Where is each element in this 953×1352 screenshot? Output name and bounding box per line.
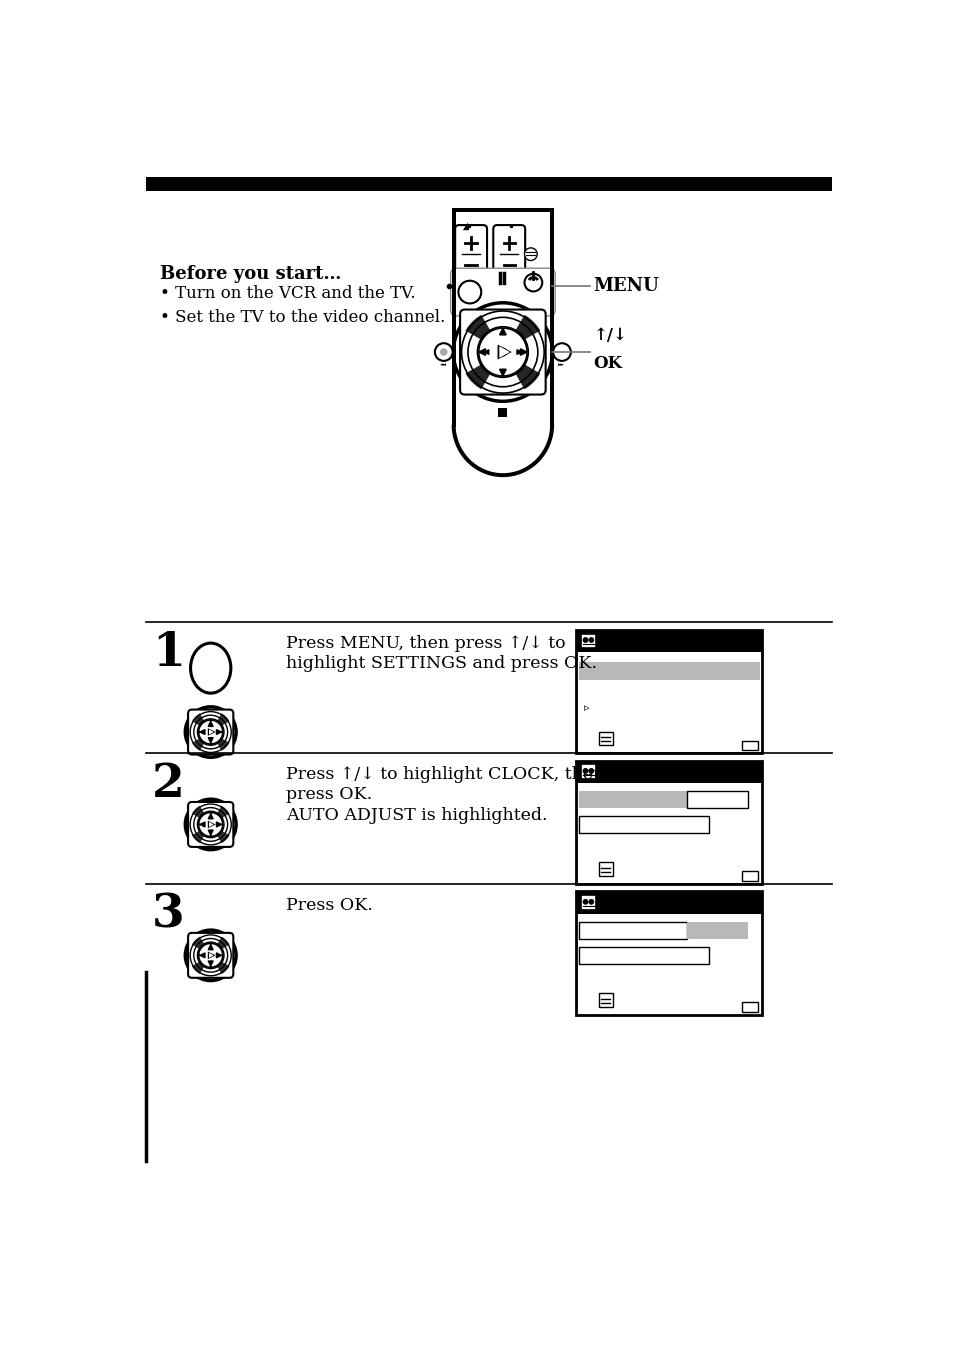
Circle shape xyxy=(582,768,587,773)
Polygon shape xyxy=(216,738,230,750)
Circle shape xyxy=(453,303,552,402)
Circle shape xyxy=(198,721,223,744)
Polygon shape xyxy=(209,953,213,959)
Polygon shape xyxy=(192,714,205,726)
Bar xyxy=(578,817,708,833)
Circle shape xyxy=(524,247,537,261)
Bar xyxy=(576,761,761,783)
Polygon shape xyxy=(497,345,511,360)
Polygon shape xyxy=(216,830,230,844)
Polygon shape xyxy=(208,821,215,829)
FancyBboxPatch shape xyxy=(450,268,555,316)
Bar xyxy=(741,872,757,880)
Polygon shape xyxy=(216,937,230,949)
Circle shape xyxy=(478,329,526,376)
FancyBboxPatch shape xyxy=(188,802,233,846)
Bar xyxy=(598,731,612,745)
Bar xyxy=(578,791,686,808)
Bar xyxy=(580,764,595,779)
Text: highlight SETTINGS and press OK.: highlight SETTINGS and press OK. xyxy=(286,654,597,672)
Text: press OK.: press OK. xyxy=(286,786,372,803)
Circle shape xyxy=(185,799,235,849)
Bar xyxy=(598,994,612,1007)
Circle shape xyxy=(498,349,506,356)
Text: 3: 3 xyxy=(152,891,184,937)
Polygon shape xyxy=(216,961,230,973)
Text: ►►: ►► xyxy=(558,362,565,368)
Circle shape xyxy=(582,638,587,642)
Polygon shape xyxy=(209,729,213,734)
Polygon shape xyxy=(465,315,490,341)
FancyBboxPatch shape xyxy=(459,310,545,395)
Circle shape xyxy=(553,343,570,361)
Polygon shape xyxy=(192,738,205,750)
Text: OK: OK xyxy=(593,354,621,372)
Polygon shape xyxy=(498,346,510,358)
Bar xyxy=(578,662,760,680)
Text: • Set the TV to the video channel.: • Set the TV to the video channel. xyxy=(159,308,444,326)
Polygon shape xyxy=(216,806,230,818)
Polygon shape xyxy=(515,315,539,341)
FancyBboxPatch shape xyxy=(188,710,233,754)
Polygon shape xyxy=(209,822,213,827)
Text: 1: 1 xyxy=(152,630,185,676)
Bar xyxy=(576,630,761,652)
Polygon shape xyxy=(515,364,539,389)
Circle shape xyxy=(588,768,593,773)
Text: AUTO ADJUST is highlighted.: AUTO ADJUST is highlighted. xyxy=(286,807,547,823)
Circle shape xyxy=(439,349,447,356)
FancyBboxPatch shape xyxy=(493,224,525,284)
FancyBboxPatch shape xyxy=(188,933,233,977)
Text: 2: 2 xyxy=(152,761,185,807)
Bar xyxy=(497,408,507,416)
Polygon shape xyxy=(208,729,215,735)
Circle shape xyxy=(185,930,235,980)
Text: Press OK.: Press OK. xyxy=(286,896,373,914)
Bar xyxy=(578,922,686,938)
Bar xyxy=(580,895,595,910)
Circle shape xyxy=(185,707,235,757)
Bar xyxy=(146,177,831,191)
Polygon shape xyxy=(192,806,205,818)
Text: ↑/↓: ↑/↓ xyxy=(593,327,627,345)
Polygon shape xyxy=(462,223,469,230)
Bar xyxy=(686,791,747,808)
Polygon shape xyxy=(192,937,205,949)
Polygon shape xyxy=(465,364,490,389)
Text: • Turn on the VCR and the TV.: • Turn on the VCR and the TV. xyxy=(159,285,415,303)
Text: MENU: MENU xyxy=(593,277,659,295)
Bar xyxy=(576,761,761,884)
Circle shape xyxy=(457,281,480,303)
Bar xyxy=(576,630,761,753)
FancyBboxPatch shape xyxy=(455,224,487,284)
Polygon shape xyxy=(192,830,205,844)
Text: ◄◄: ◄◄ xyxy=(440,362,447,368)
Circle shape xyxy=(198,944,223,967)
Bar xyxy=(741,741,757,750)
Polygon shape xyxy=(216,714,230,726)
Text: Press MENU, then press ↑/↓ to: Press MENU, then press ↑/↓ to xyxy=(286,635,565,652)
Ellipse shape xyxy=(191,644,231,694)
Circle shape xyxy=(435,343,452,361)
Circle shape xyxy=(588,638,593,642)
Bar xyxy=(598,863,612,876)
Bar xyxy=(578,946,708,964)
Polygon shape xyxy=(208,952,215,959)
Circle shape xyxy=(198,813,223,837)
Polygon shape xyxy=(192,961,205,973)
Text: ▹: ▹ xyxy=(583,703,589,714)
Circle shape xyxy=(524,273,541,292)
Bar xyxy=(580,634,595,648)
Circle shape xyxy=(582,899,587,904)
Text: Press ↑/↓ to highlight CLOCK, then: Press ↑/↓ to highlight CLOCK, then xyxy=(286,767,603,783)
Bar xyxy=(686,922,747,938)
Text: Before you start…: Before you start… xyxy=(159,265,340,284)
Bar xyxy=(576,891,761,914)
Circle shape xyxy=(588,899,593,904)
Bar xyxy=(576,891,761,1014)
Bar xyxy=(741,1002,757,1011)
